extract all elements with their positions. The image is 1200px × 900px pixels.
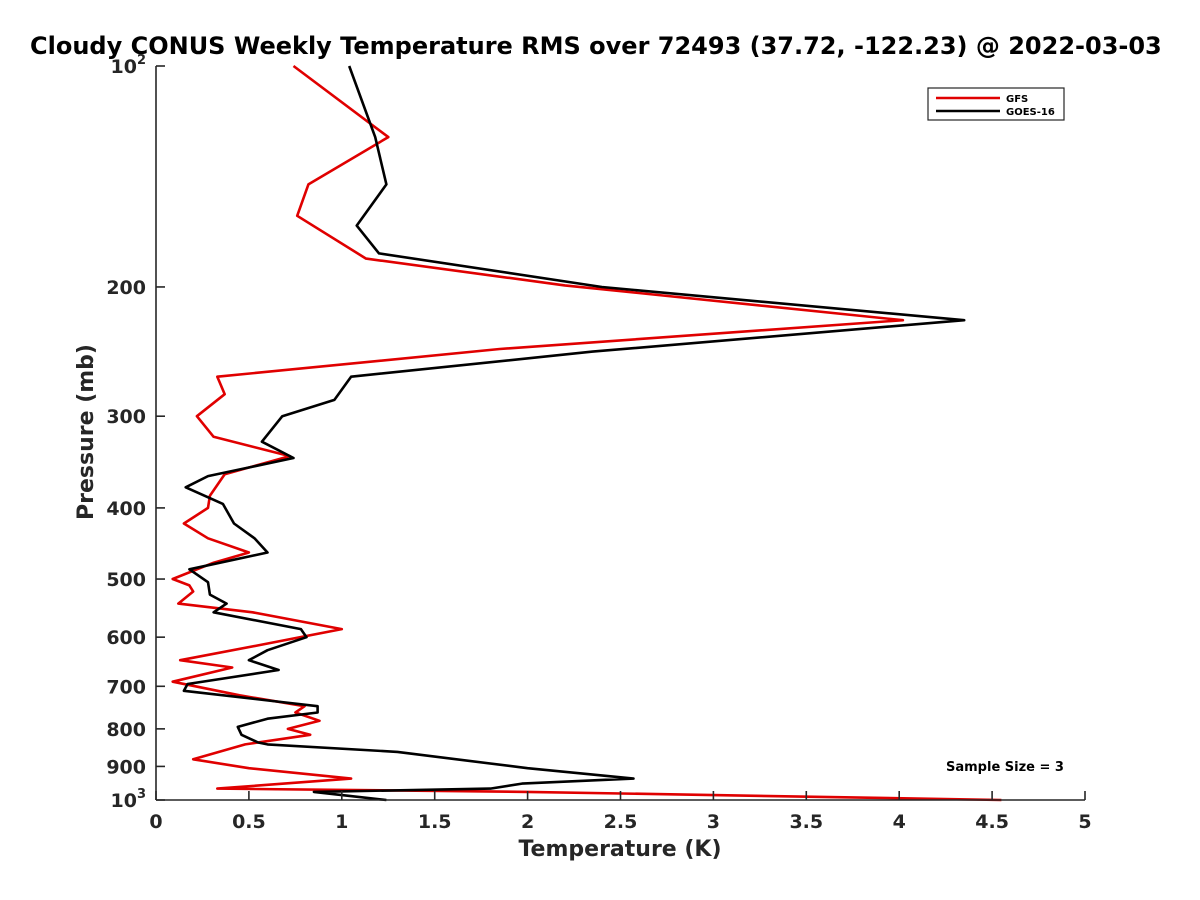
x-tick-label: 2.5: [604, 811, 638, 833]
x-tick-label: 3.5: [789, 811, 823, 833]
y-tick-label: 600: [106, 627, 146, 649]
y-axis-ticks: 102 200 300 400 500 600 700 800 900 103: [106, 53, 165, 812]
x-tick-label: 5: [1078, 811, 1091, 833]
y-tick-label: 900: [106, 756, 146, 778]
y-tick-label: 800: [106, 719, 146, 741]
y-axis-label: Pressure (mb): [74, 344, 99, 520]
x-tick-label: 0.5: [232, 811, 266, 833]
x-axis-ticks: 0 0.5 1 1.5 2 2.5 3 3.5 4 4.5 5: [149, 791, 1092, 833]
x-tick-label: 3: [707, 811, 720, 833]
chart-title: Cloudy CONUS Weekly Temperature RMS over…: [30, 32, 1162, 60]
x-tick-label: 0: [149, 811, 162, 833]
plot-area: [155, 64, 1085, 802]
series-line-gfs: [171, 64, 1002, 802]
legend-label: GFS: [1006, 94, 1028, 105]
legend-box: [927, 87, 1065, 121]
x-tick-label: 1.5: [418, 811, 452, 833]
y-tick-label: 500: [106, 569, 146, 591]
y-tick-label: 700: [106, 676, 146, 698]
x-tick-label: 2: [521, 811, 534, 833]
y-tick-label: 400: [106, 498, 146, 520]
sample-size-annotation: Sample Size = 3: [946, 760, 1064, 775]
x-tick-label: 1: [335, 811, 348, 833]
y-tick-label: 103: [111, 787, 147, 812]
y-tick-label: 200: [106, 277, 146, 299]
x-tick-label: 4: [893, 811, 906, 833]
x-axis-label: Temperature (K): [518, 837, 721, 862]
y-tick-label: 102: [111, 53, 147, 78]
x-tick-label: 4.5: [975, 811, 1009, 833]
legend: GFS GOES-16: [927, 87, 1065, 121]
legend-label: GOES-16: [1006, 107, 1055, 118]
series-line-goes-16: [182, 65, 966, 802]
y-tick-label: 300: [106, 406, 146, 428]
